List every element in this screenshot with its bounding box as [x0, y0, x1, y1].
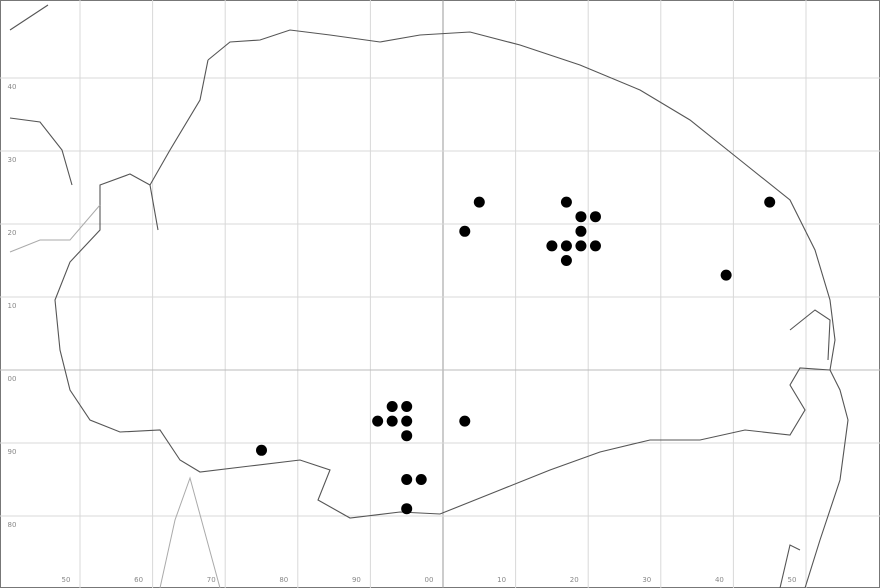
record-dot [575, 225, 587, 237]
points [256, 196, 776, 515]
y-tick-label: 20 [8, 229, 17, 237]
x-tick-label: 50 [62, 576, 71, 584]
coastline [207, 29, 849, 588]
record-dot [575, 240, 587, 252]
x-tick-label: 30 [642, 576, 651, 584]
record-dot [575, 211, 587, 223]
x-tick-label: 10 [497, 576, 506, 584]
county-boundary [54, 59, 831, 519]
record-dot [560, 240, 572, 252]
record-dot [401, 503, 413, 515]
x-tick-label: 00 [425, 576, 434, 584]
x-tick-label: 90 [352, 576, 361, 584]
record-dot [386, 415, 398, 427]
record-dot [720, 269, 732, 281]
y-tick-label: 10 [8, 302, 17, 310]
x-tick-label: 40 [715, 576, 724, 584]
x-tick-label: 50 [788, 576, 797, 584]
record-dot [546, 240, 558, 252]
coastline [9, 4, 831, 588]
record-dot [386, 401, 398, 412]
record-dot [589, 211, 601, 223]
record-dot [372, 415, 384, 427]
record-dot [256, 444, 267, 456]
record-dot [560, 196, 572, 208]
record-dot [764, 196, 776, 208]
border [9, 204, 221, 588]
record-dot [415, 474, 427, 485]
record-dot [459, 415, 471, 427]
y-tick-label: 90 [8, 448, 17, 456]
record-dot [401, 430, 413, 442]
record-dot [401, 474, 413, 485]
record-dot [560, 255, 572, 266]
record-dot [473, 196, 485, 208]
x-tick-label: 60 [134, 576, 143, 584]
x-tick-label: 80 [279, 576, 288, 584]
record-dot [589, 240, 601, 252]
x-tick-label: 20 [570, 576, 579, 584]
record-dot [401, 401, 413, 412]
y-tick-label: 80 [8, 521, 17, 529]
record-dot [459, 225, 471, 237]
y-tick-label: 00 [8, 375, 17, 383]
y-tick-label: 30 [8, 156, 17, 164]
x-tick-label: 70 [207, 576, 216, 584]
record-dot [401, 415, 413, 427]
y-tick-label: 40 [8, 83, 17, 91]
